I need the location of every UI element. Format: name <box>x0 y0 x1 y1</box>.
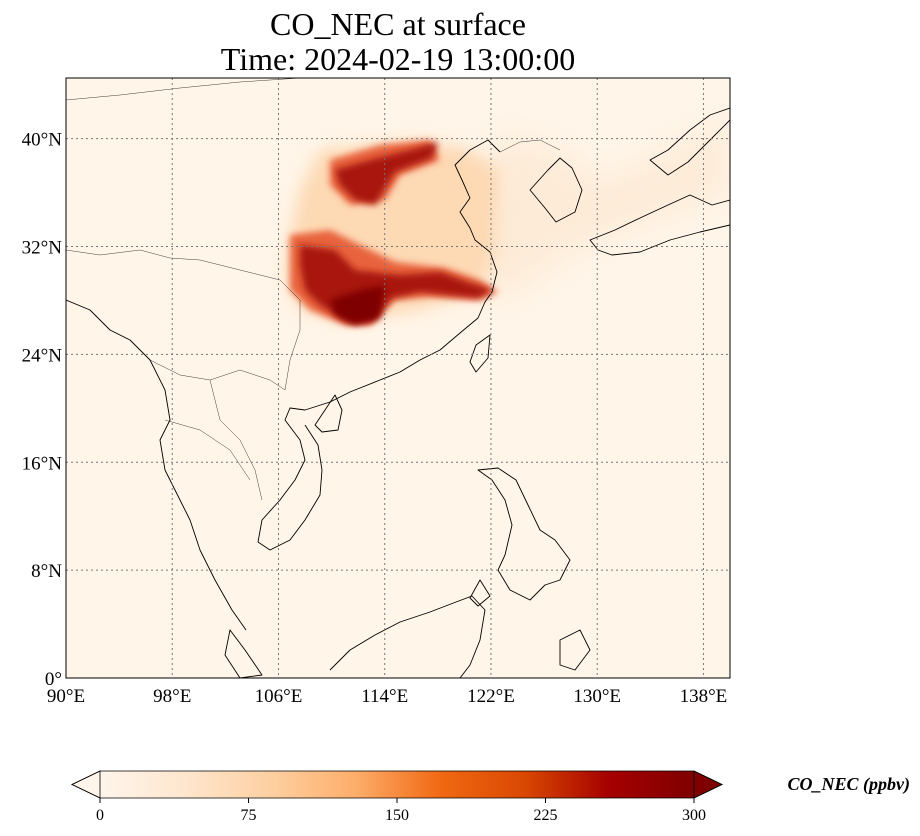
colorbar: 0 75 150 225 300 CO_NEC (ppbv) <box>71 770 911 824</box>
japan-north-coast <box>649 107 730 176</box>
map-frame <box>65 77 731 679</box>
border-mongolia <box>66 78 301 101</box>
lat-tick-label-0: 0° <box>45 669 62 690</box>
colorbar-tick-label-300: 300 <box>682 807 706 824</box>
colorbar-label: CO_NEC (ppbv) <box>788 774 911 795</box>
colorbar-extend-min <box>71 770 101 799</box>
lat-tick-label-32: 32°N <box>22 238 63 259</box>
japan-coast <box>589 194 730 256</box>
colorbar-ticks: 0 75 150 225 300 <box>96 798 706 824</box>
korea-coast <box>529 157 583 223</box>
map-gridlines <box>66 78 730 678</box>
lat-tick-label-16: 16°N <box>22 453 63 474</box>
lon-tick-label-106: 106°E <box>255 686 303 707</box>
lat-tick-label-40: 40°N <box>22 130 63 151</box>
plume-north-core <box>335 142 438 205</box>
colorbar-tick-label-0: 0 <box>96 807 104 824</box>
mainland-se-asia-coast <box>66 299 247 631</box>
lon-tick-label-98: 98°E <box>153 686 191 707</box>
borneo-coast <box>329 595 486 678</box>
colorbar-tick-label-75: 75 <box>241 807 257 824</box>
map-title-line1: CO_NEC at surface <box>270 6 526 42</box>
border-laos-vietnam <box>209 379 263 501</box>
border-thailand <box>164 419 251 481</box>
colorbar-tick-label-150: 150 <box>385 807 409 824</box>
lon-tick-label-114: 114°E <box>361 686 408 707</box>
border-north-korea <box>499 139 561 153</box>
longitude-tick-labels: 90°E 98°E 106°E 114°E 122°E 130°E 138°E <box>47 686 727 707</box>
lon-tick-label-138: 138°E <box>680 686 728 707</box>
lon-tick-label-130: 130°E <box>573 686 621 707</box>
country-borders <box>66 78 561 501</box>
philippines-coast <box>477 467 571 601</box>
colorbar-extend-max <box>693 770 723 799</box>
border-indochina-north <box>149 359 286 391</box>
hainan-coast <box>314 394 343 433</box>
concentration-field <box>285 120 730 325</box>
plume-outer-haze <box>440 120 730 300</box>
plume-max-region <box>330 285 385 325</box>
border-china-south <box>199 259 301 391</box>
lon-tick-label-122: 122°E <box>467 686 515 707</box>
palawan-coast <box>469 579 491 607</box>
taiwan-coast <box>469 334 491 373</box>
lat-tick-label-24: 24°N <box>22 345 63 366</box>
lat-tick-label-8: 8°N <box>31 561 62 582</box>
malay-peninsula-coast <box>224 629 263 678</box>
map-title-line2: Time: 2024-02-19 13:00:00 <box>220 41 576 77</box>
china-coast <box>257 139 501 551</box>
border-himalaya <box>66 249 201 261</box>
colorbar-tick-label-225: 225 <box>534 807 558 824</box>
sulawesi-coast <box>559 629 591 671</box>
colorbar-body <box>100 771 694 798</box>
lon-tick-label-90: 90°E <box>47 686 85 707</box>
coastlines <box>66 107 730 678</box>
latitude-tick-labels: 0° 8°N 16°N 24°N 32°N 40°N <box>22 130 63 690</box>
